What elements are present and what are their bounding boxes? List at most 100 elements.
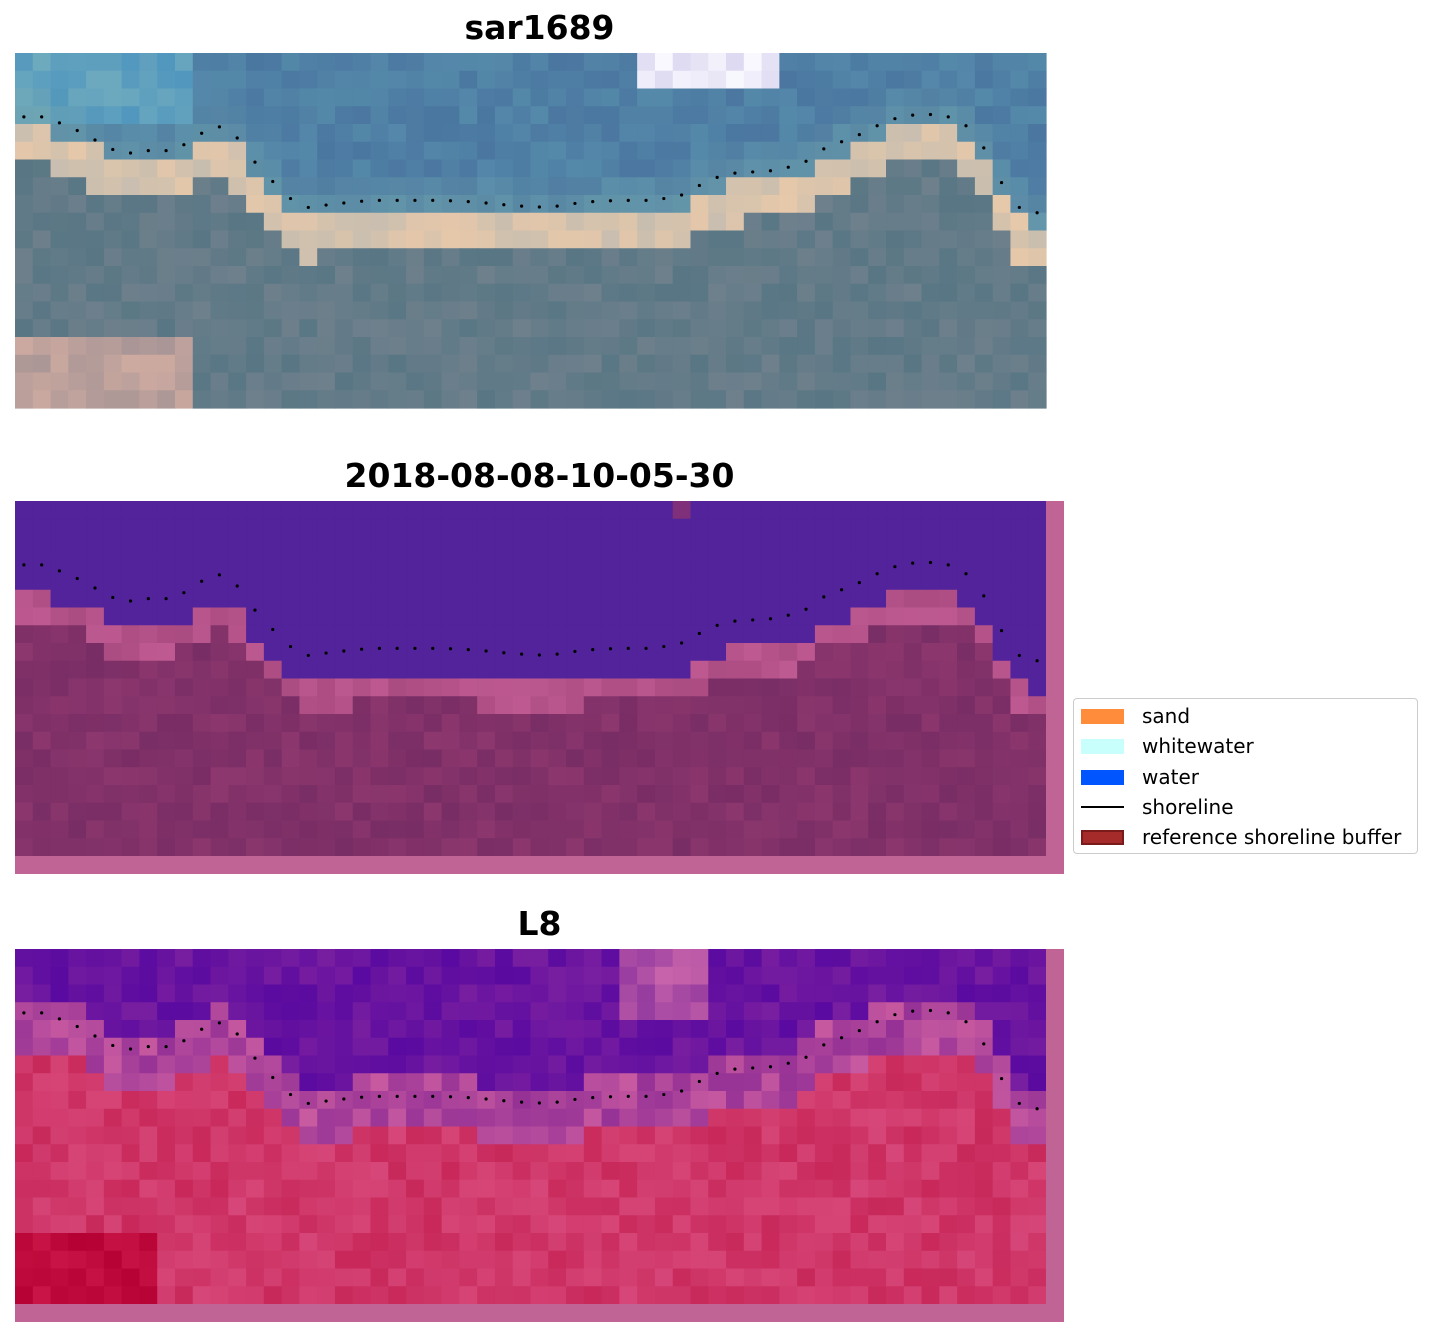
- pixel: [68, 337, 87, 356]
- pixel: [370, 767, 389, 786]
- pixel: [441, 88, 460, 107]
- pixel: [814, 1162, 834, 1181]
- pixel: [974, 714, 994, 733]
- pixel: [210, 1179, 229, 1199]
- pixel: [406, 1037, 425, 1057]
- pixel: [494, 696, 514, 715]
- pixel: [174, 643, 194, 662]
- pixel: [15, 372, 34, 391]
- pixel: [352, 1179, 372, 1199]
- pixel: [441, 589, 460, 609]
- pixel: [299, 1073, 318, 1092]
- pixel: [441, 607, 460, 626]
- pixel: [850, 319, 869, 338]
- pixel: [103, 607, 123, 626]
- pixel: [459, 536, 478, 555]
- pixel: [459, 785, 478, 804]
- pixel: [441, 1250, 460, 1270]
- pixel: [637, 70, 656, 90]
- pixel: [654, 802, 674, 822]
- pixel: [832, 141, 852, 161]
- pixel: [654, 589, 674, 609]
- pixel: [50, 106, 69, 125]
- pixel: [903, 337, 923, 356]
- pixel: [583, 70, 603, 90]
- pixel: [974, 141, 994, 161]
- pixel: [423, 501, 443, 520]
- pixel: [939, 966, 958, 986]
- pixel: [228, 1197, 247, 1216]
- pixel: [974, 88, 994, 107]
- pixel: [121, 1002, 141, 1021]
- pixel: [388, 1091, 407, 1110]
- shoreline-point: [999, 1076, 1004, 1081]
- pixel: [974, 767, 994, 786]
- pixel: [637, 354, 656, 374]
- pixel: [601, 802, 620, 822]
- pixel: [406, 212, 425, 232]
- pixel: [761, 1250, 780, 1270]
- pixel: [583, 536, 603, 555]
- pixel: [850, 141, 869, 161]
- pixel: [121, 1144, 141, 1163]
- pixel: [192, 212, 212, 232]
- pixel: [832, 536, 852, 555]
- pixel: [441, 1002, 460, 1021]
- pixel: [139, 1073, 158, 1092]
- pixel: [441, 354, 460, 374]
- pixel: [654, 1197, 674, 1216]
- pixel: [263, 1162, 283, 1181]
- pixel: [121, 301, 141, 320]
- pixel: [850, 301, 869, 320]
- pixel: [566, 536, 585, 555]
- pixel: [299, 678, 318, 697]
- pixel: [157, 70, 176, 90]
- pixel: [921, 212, 940, 232]
- pixel: [15, 1073, 34, 1092]
- pixel: [957, 337, 976, 356]
- pixel: [992, 714, 1012, 733]
- pixel: [530, 1250, 549, 1270]
- pixel: [530, 1108, 549, 1128]
- pixel: [334, 70, 354, 90]
- pixel: [50, 1037, 69, 1057]
- pixel: [103, 1108, 123, 1128]
- pixel: [281, 1215, 301, 1234]
- pixel: [370, 696, 389, 715]
- pixel: [726, 518, 745, 538]
- pixel: [103, 106, 123, 125]
- pixel: [352, 159, 372, 178]
- pixel: [157, 1268, 176, 1287]
- panel-3-title: L8: [517, 904, 562, 943]
- pixel: [957, 1126, 976, 1145]
- pixel: [548, 212, 567, 232]
- shoreline-point: [502, 203, 506, 207]
- shoreline-point: [57, 1017, 62, 1021]
- pixel: [797, 536, 816, 555]
- pixel: [939, 212, 958, 232]
- pixel: [299, 124, 318, 143]
- pixel: [690, 1037, 709, 1057]
- pixel: [530, 696, 549, 715]
- pixel: [903, 372, 923, 391]
- pixel: [228, 1215, 247, 1234]
- pixel: [832, 1091, 852, 1110]
- pixel: [690, 1179, 709, 1199]
- pixel: [228, 625, 247, 644]
- pixel: [832, 1055, 852, 1074]
- pixel: [672, 1268, 692, 1287]
- pixel: [548, 749, 567, 768]
- pixel: [406, 106, 425, 125]
- legend-label: water: [1142, 765, 1199, 789]
- pixel: [974, 678, 994, 697]
- pixel: [334, 518, 354, 538]
- pixel: [299, 643, 318, 662]
- legend-swatch-whitewater: [1081, 738, 1124, 754]
- shoreline-point: [679, 641, 684, 645]
- pixel: [512, 390, 532, 409]
- pixel: [992, 53, 1012, 72]
- pixel: [32, 1286, 52, 1305]
- pixel: [886, 195, 905, 214]
- pixel: [157, 518, 176, 538]
- pixel: [406, 625, 425, 644]
